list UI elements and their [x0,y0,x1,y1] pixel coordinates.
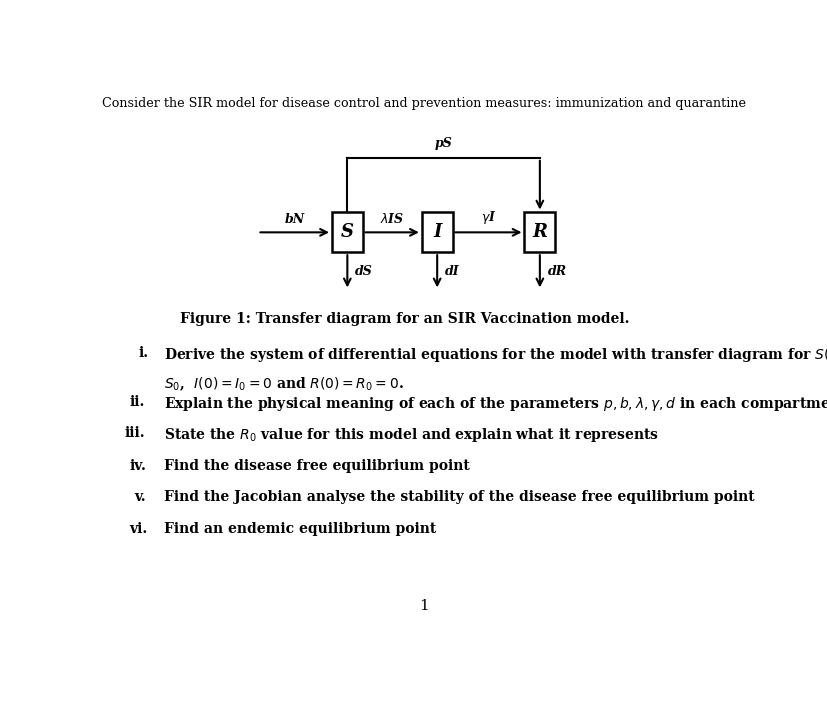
FancyBboxPatch shape [332,212,362,252]
Text: $S_0$,  $I(0) = I_0 = 0$ and $R(0) = R_0 = 0$.: $S_0$, $I(0) = I_0 = 0$ and $R(0) = R_0 … [165,376,404,394]
Text: pS: pS [434,136,452,150]
Text: iv.: iv. [129,459,146,473]
Text: v.: v. [134,490,146,504]
Text: $\lambda$IS: $\lambda$IS [380,212,404,226]
Text: $\gamma$I: $\gamma$I [480,209,495,226]
Text: dI: dI [444,265,459,277]
Text: Figure 1: Transfer diagram for an SIR Vaccination model.: Figure 1: Transfer diagram for an SIR Va… [180,313,629,326]
Text: dS: dS [355,265,372,277]
Text: R: R [532,223,547,242]
Text: Consider the SIR model for disease control and prevention measures: immunization: Consider the SIR model for disease contr… [103,97,745,110]
Text: I: I [433,223,441,242]
Text: i.: i. [139,346,149,359]
Text: Explain the physical meaning of each of the parameters $p, b, \lambda, \gamma, d: Explain the physical meaning of each of … [165,395,827,413]
Text: ii.: ii. [129,395,145,409]
Text: dR: dR [547,265,566,277]
Text: vi.: vi. [129,522,147,536]
Text: State the $R_0$ value for this model and explain what it represents: State the $R_0$ value for this model and… [165,426,659,444]
Text: Find the disease free equilibrium point: Find the disease free equilibrium point [165,459,470,473]
FancyBboxPatch shape [421,212,452,252]
Text: Find the Jacobian analyse the stability of the disease free equilibrium point: Find the Jacobian analyse the stability … [165,490,754,504]
Text: iii.: iii. [125,426,145,440]
Text: Find an endemic equilibrium point: Find an endemic equilibrium point [165,522,436,536]
Text: S: S [341,223,353,242]
Text: 1: 1 [419,599,428,613]
Text: bN: bN [284,213,304,226]
FancyBboxPatch shape [523,212,555,252]
Text: Derive the system of differential equations for the model with transfer diagram : Derive the system of differential equati… [165,346,827,364]
